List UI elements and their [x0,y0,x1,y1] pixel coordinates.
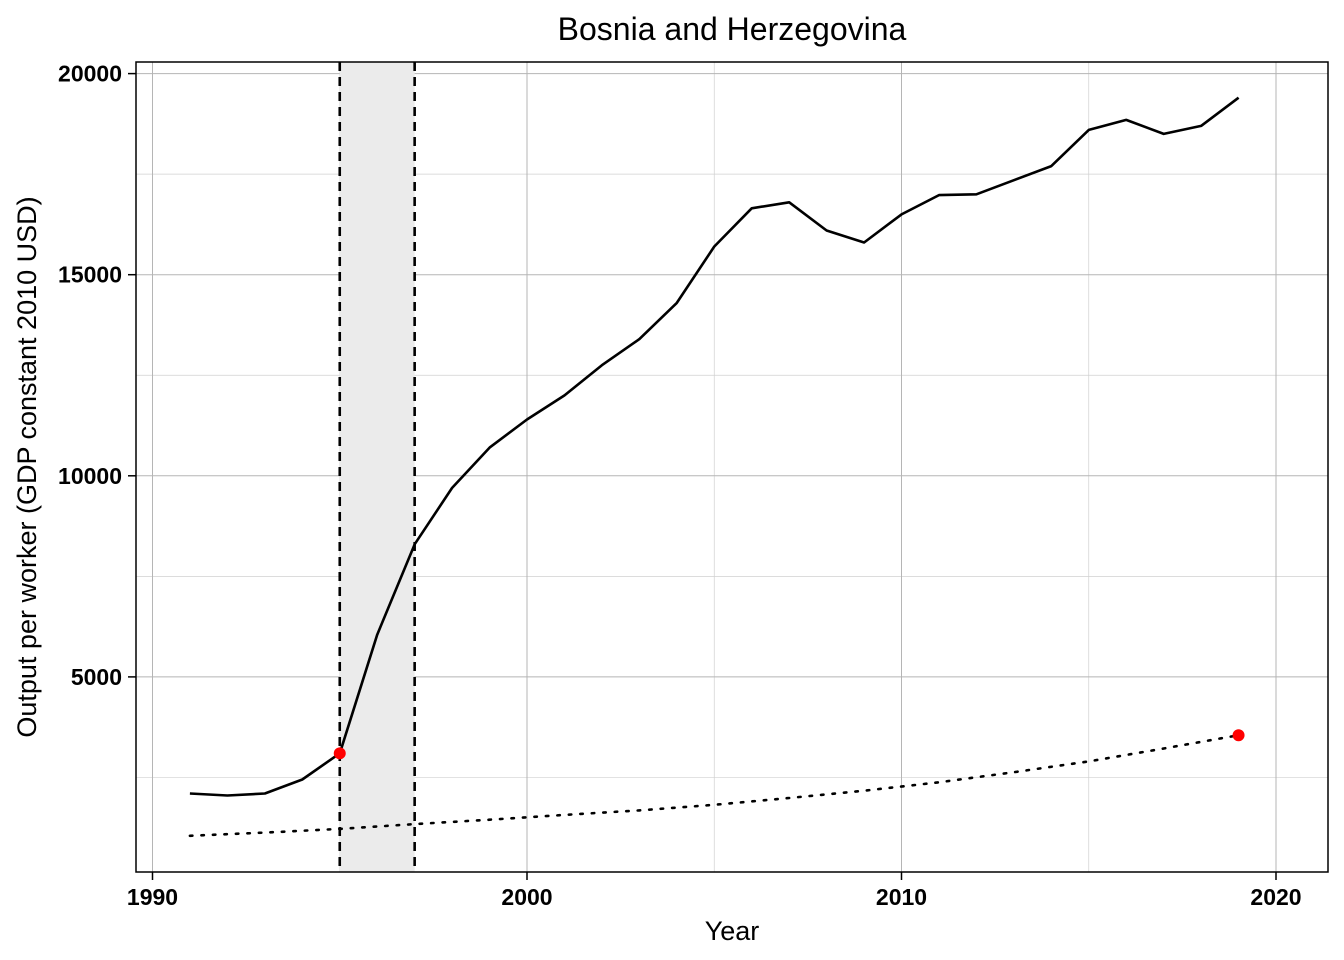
series-line-solid [189,96,1240,797]
chart-title: Bosnia and Herzegovina [558,11,907,47]
x-tick-label: 2020 [1250,884,1301,910]
series-lines [188,96,1240,838]
y-tick-label: 20000 [58,61,122,87]
x-axis-title: Year [705,916,760,946]
series-line-dotted [188,733,1240,838]
highlight-point [1232,729,1245,742]
shaded-band [339,62,415,872]
y-tick-label: 15000 [58,262,122,288]
grid [136,62,1328,872]
x-tick-label: 2000 [501,884,552,910]
x-tick-label: 2010 [876,884,927,910]
y-tick-label: 10000 [58,463,122,489]
axis-ticks: 1990 2000 2010 2020 5000 10000 15000 20000 [58,61,1302,910]
y-axis-title: Output per worker (GDP constant 2010 USD… [12,196,42,737]
x-tick-label: 1990 [127,884,178,910]
y-tick-label: 5000 [71,664,122,690]
shaded-interval [338,62,416,872]
plot-frame [135,61,1329,873]
highlight-point [333,747,346,760]
highlight-points [333,729,1245,760]
